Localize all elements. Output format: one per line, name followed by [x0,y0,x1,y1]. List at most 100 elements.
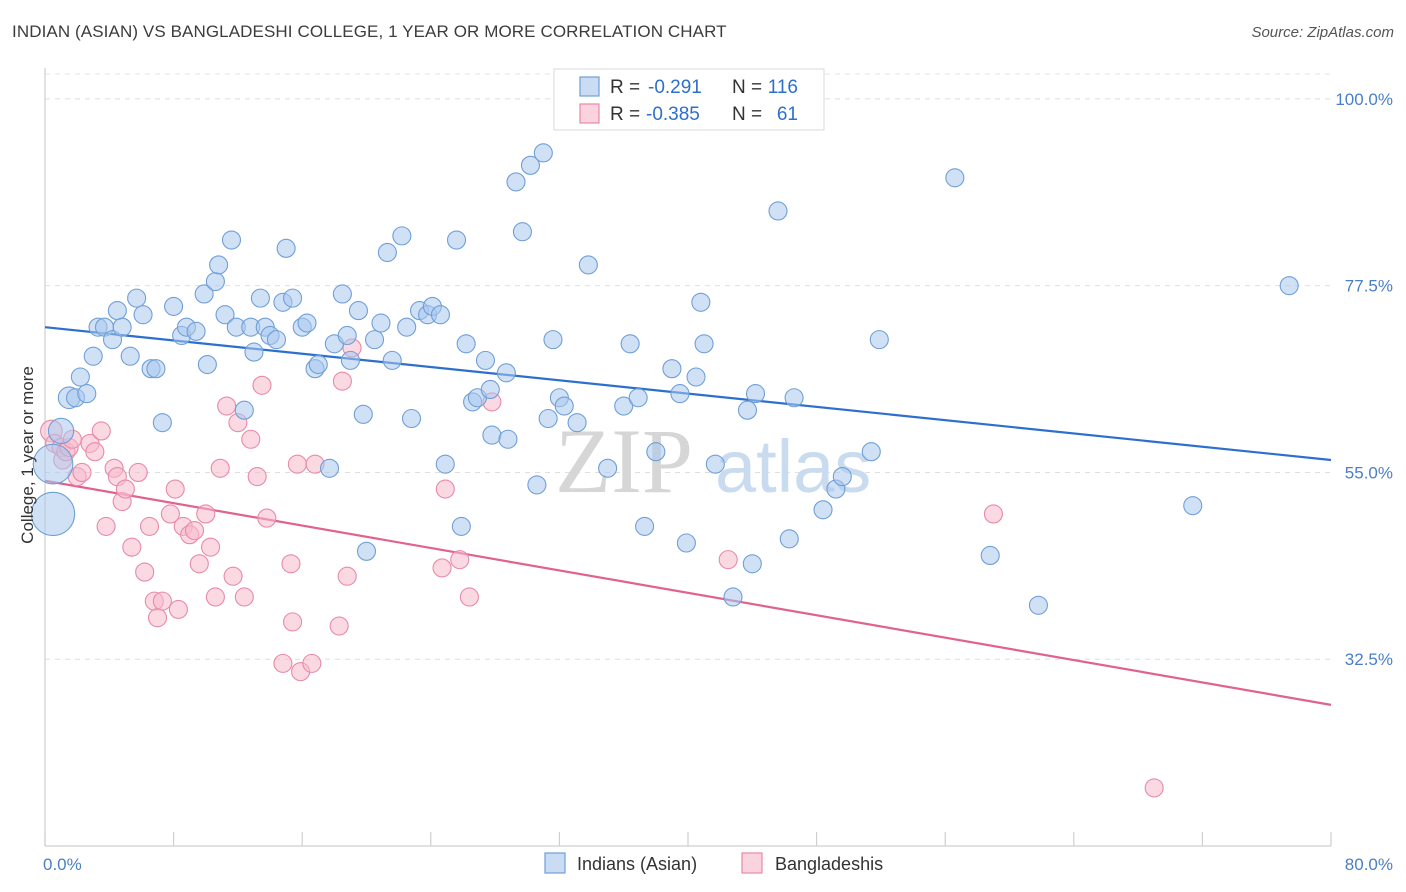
indian-point-112 [1028,595,1048,615]
legend-n-value-blue: 116 [768,77,798,98]
bangladeshi-point-30 [189,554,209,574]
indian-point-103 [779,529,799,549]
indian-point-7 [83,346,103,366]
bangladeshi-point-60 [983,504,1003,524]
indian-point-108 [861,442,881,462]
bangladeshi-point-24 [160,504,180,524]
indian-point-90 [646,442,666,462]
y-tick-labels: 32.5% 55.0% 77.5% 100.0% [1335,90,1393,669]
bangladeshi-point-16 [115,479,135,499]
indian-point-13 [120,346,140,366]
indian-point-39 [283,288,303,308]
indian-point-87 [620,334,640,354]
watermark-atlas: atlas [715,425,871,508]
correlation-legend: R = -0.291 N = 116 R = -0.385 N = 61 [553,68,825,131]
bottom-legend-blue: Indians (Asian) [577,854,697,874]
legend-n-label-pink: N = [732,104,762,125]
bangladeshi-point-56 [450,550,470,570]
bangladeshi-point-29 [184,521,205,541]
indian-point-82 [554,396,574,416]
legend-r-label-blue: R = [610,77,640,98]
indian-point-114 [1279,276,1299,296]
indian-point-74 [506,172,526,192]
bangladeshi-point-43 [273,653,293,673]
indian-point-54 [377,242,397,263]
indian-point-97 [705,454,725,474]
indian-point-62 [430,305,450,325]
bangladeshi-point-39 [241,429,261,449]
indian-point-18 [152,413,172,433]
trend-lines [44,326,1332,706]
indian-point-24 [197,354,217,375]
indian-point-110 [945,168,965,188]
series-legend: Indians (Asian) Bangladeshis [544,852,883,874]
indian-point-75 [512,222,532,242]
bangladeshi-point-25 [165,479,185,499]
indian-point-38 [276,238,296,258]
indian-point-73 [498,429,518,449]
indian-point-6 [70,367,90,387]
indian-point-15 [133,305,153,325]
indian-point-52 [364,330,385,350]
indian-point-43 [308,354,328,375]
legend-n-value-pink: 61 [777,104,798,125]
indian-point-85 [598,458,618,478]
indian-point-48 [340,350,360,370]
indian-point-49 [348,301,369,321]
indian-point-76 [520,155,541,175]
indian-point-19 [164,296,184,316]
bangladeshi-point-11 [91,421,111,441]
indian-point-50 [353,404,373,424]
indian-point-58 [401,408,422,429]
indian-point-41 [297,313,317,333]
indian-point-86 [614,396,634,416]
bangladeshi-point-20 [139,516,160,536]
bangladeshi-point-17 [122,537,142,557]
indian-point-111 [980,545,1000,566]
y-tick-label-0: 32.5% [1345,650,1393,669]
indian-point-22 [186,321,206,341]
bangladeshi-point-52 [337,566,357,586]
indian-point-77 [527,475,547,495]
indian-point-26 [209,255,229,275]
bangladeshi-point-38 [234,587,254,607]
bangladeshi-point-61 [1144,778,1164,798]
indian-point-11 [107,301,127,321]
indian-point-96 [694,334,714,354]
bangladeshi-point-46 [287,454,307,474]
indian-point-23 [194,284,214,304]
indian-point-94 [686,367,706,387]
bangladeshi-point-18 [128,462,148,483]
indian-point-66 [456,334,476,354]
indian-point-5 [77,384,97,404]
indian-point-88 [628,388,648,408]
bangladeshi-points [40,338,1164,798]
indian-point-32 [244,342,264,362]
indian-point-104 [784,388,804,408]
bangladeshi-point-57 [459,587,479,607]
legend-n-label-blue: N = [732,77,762,98]
bangladeshi-point-50 [329,616,349,636]
x-tick-labels: 0.0% 80.0% [43,855,1393,874]
indian-point-95 [691,292,711,312]
bangladeshi-point-10 [85,442,105,462]
indian-point-70 [480,379,500,399]
bangladeshi-point-51 [332,371,352,391]
indian-point-25 [205,271,225,292]
legend-r-value-blue: -0.291 [648,77,702,98]
indian-point-0 [32,443,74,485]
x-tick-label-max: 80.0% [1345,855,1393,874]
bottom-legend-swatch-blue [544,852,566,874]
indian-point-63 [435,454,455,474]
indian-point-92 [670,384,690,404]
bangladeshi-point-26 [168,599,188,619]
indian-point-91 [662,359,682,379]
y-tick-label-1: 55.0% [1345,463,1393,482]
indian-point-28 [221,230,242,250]
bangladeshi-point-55 [435,479,455,499]
indian-point-36 [266,330,287,350]
indian-point-56 [392,226,412,246]
indian-point-47 [337,325,357,346]
indian-point-113 [1183,496,1203,516]
